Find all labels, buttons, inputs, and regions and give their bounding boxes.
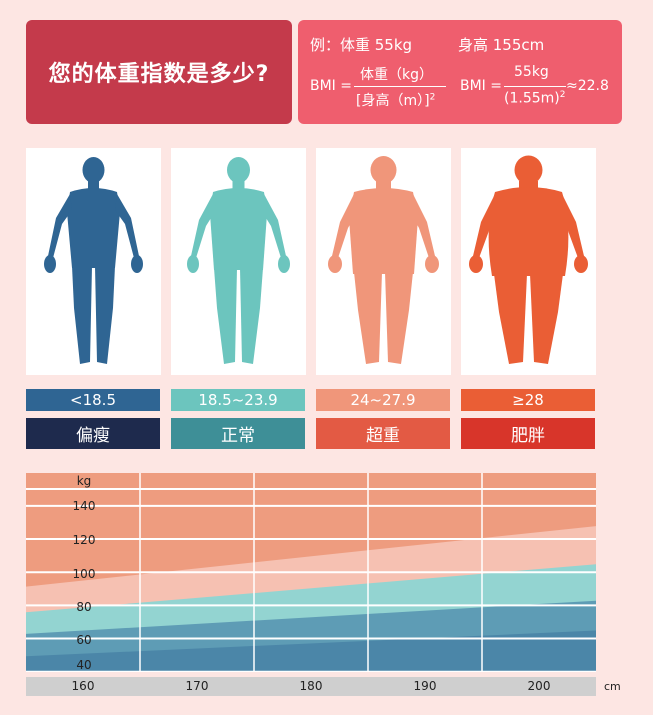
range-overweight: 24~27.9	[316, 389, 450, 411]
body-underweight-icon	[44, 157, 143, 364]
bmi-label-example: BMI =	[460, 78, 502, 94]
y-tick-label: 60	[76, 633, 92, 647]
x-tick-label: 180	[299, 679, 323, 693]
range-underweight: <18.5	[26, 389, 160, 411]
page-title: 您的体重指数是多少?	[26, 20, 292, 124]
y-unit-label: kg	[76, 474, 92, 488]
fraction-line-example	[504, 86, 566, 87]
formula-example: 例：体重 55kg	[310, 36, 413, 54]
y-tick-label: 140	[72, 499, 96, 513]
bmi-chart-svg	[26, 473, 596, 673]
formula-denominator-example: (1.55m)2	[504, 90, 566, 107]
category-overweight: 超重	[316, 418, 450, 449]
formula-height: 身高 155cm	[458, 36, 545, 54]
figure-card-obese	[461, 148, 596, 375]
formula-panel: 例：体重 55kg 身高 155cm BMI = 体重（kg） [身高（m）]2…	[298, 20, 622, 124]
bmi-chart: kg 140 120 100 80 60 40	[26, 473, 596, 673]
body-obese-icon	[469, 155, 588, 364]
figure-card-normal	[171, 148, 306, 375]
formula-numerator: 体重（kg）	[360, 67, 433, 83]
category-normal: 正常	[171, 418, 305, 449]
y-tick-label: 120	[72, 533, 96, 547]
x-tick-label: 170	[185, 679, 209, 693]
body-overweight-icon	[328, 156, 439, 364]
category-underweight: 偏瘦	[26, 418, 160, 449]
body-normal-icon	[187, 157, 290, 364]
y-tick-label: 40	[76, 658, 92, 672]
formula-result: ≈22.8	[566, 78, 609, 94]
x-tick-label: 200	[527, 679, 551, 693]
x-unit-label: cm	[604, 680, 621, 693]
category-obese: 肥胖	[461, 418, 595, 449]
formula-numerator-example: 55kg	[514, 64, 549, 80]
fraction-line	[354, 86, 446, 87]
range-normal: 18.5~23.9	[171, 389, 305, 411]
formula-denominator: [身高（m）]2	[356, 92, 436, 109]
y-tick-label: 100	[72, 567, 96, 581]
x-axis-bar: 160 170 180 190 200	[26, 677, 596, 696]
chart-region-underweight-low	[26, 630, 596, 672]
x-tick-label: 190	[413, 679, 437, 693]
y-tick-label: 80	[76, 600, 92, 614]
range-obese: ≥28	[461, 389, 595, 411]
figure-card-underweight	[26, 148, 161, 375]
bmi-label: BMI =	[310, 78, 352, 94]
x-tick-label: 160	[71, 679, 95, 693]
figure-card-overweight	[316, 148, 451, 375]
